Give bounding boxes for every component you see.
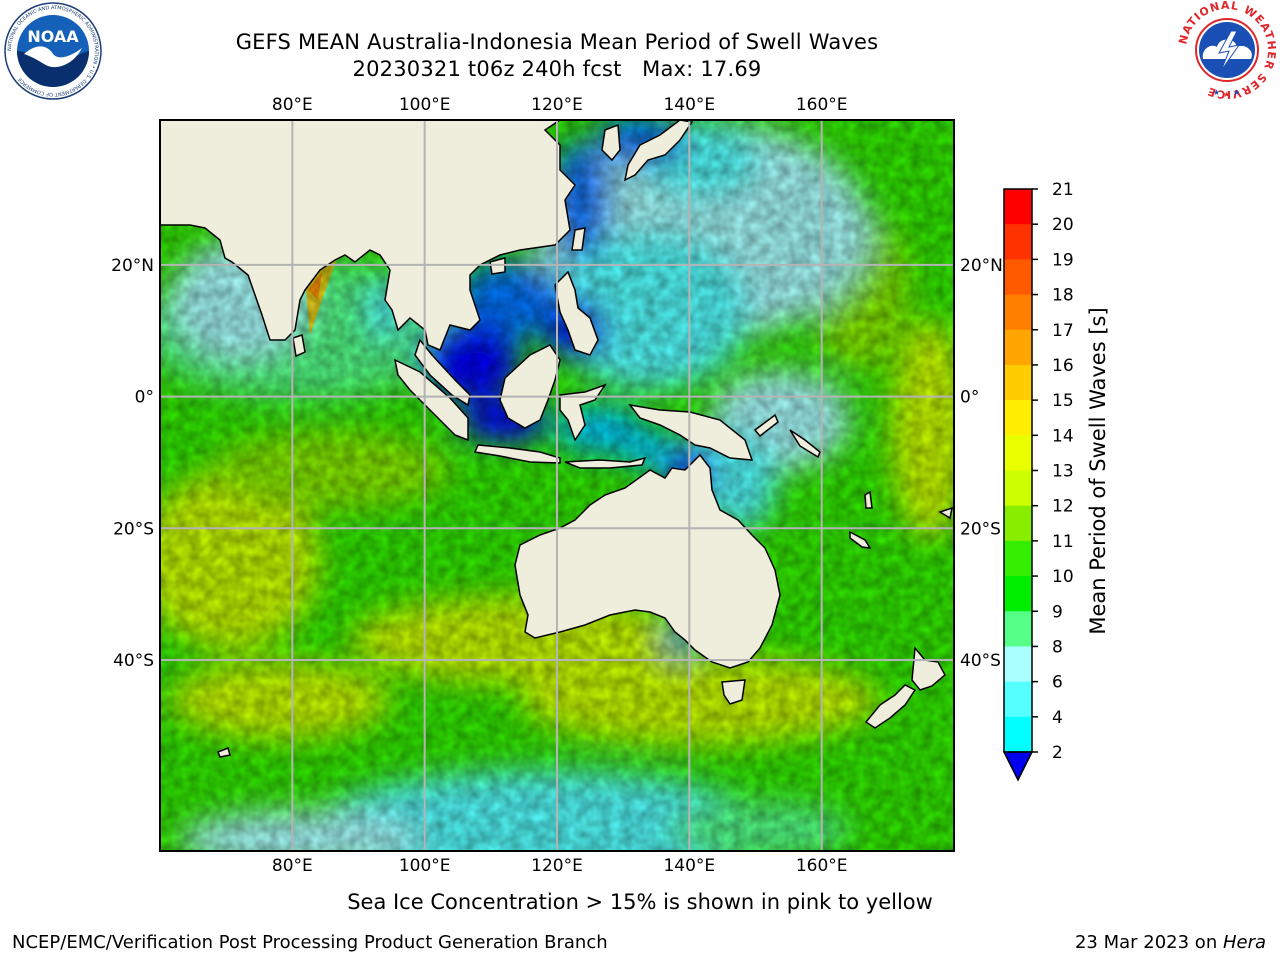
- colorbar-band: [1004, 540, 1032, 577]
- colorbar-tick-label: 20: [1052, 215, 1074, 235]
- colorbar-tick-label: 8: [1052, 637, 1063, 657]
- new-caledonia-island: [849, 530, 872, 549]
- run-date: 23 Mar 2023 on: [1074, 932, 1223, 953]
- colorbar-band: [1004, 329, 1032, 366]
- lon-label-bottom: 160°E: [796, 856, 848, 876]
- colorbar-band: [1004, 576, 1032, 612]
- colorbar-band: [1004, 435, 1032, 471]
- solomon-islands: [789, 429, 821, 459]
- hainan-island: [489, 257, 506, 275]
- japan-island: [623, 120, 694, 182]
- colorbar-tick-label: 12: [1052, 497, 1074, 517]
- sulawesi-island: [559, 383, 607, 442]
- lat-label-right: 0°: [960, 388, 979, 408]
- lon-label-bottom: 80°E: [272, 856, 313, 876]
- colorbar-tick-label: 16: [1052, 356, 1074, 376]
- colorbar-band: [1004, 259, 1032, 296]
- lat-label-left: 20°N: [111, 256, 154, 276]
- kerguelen-island: [217, 746, 231, 758]
- colorbar-tick-label: 18: [1052, 286, 1074, 306]
- colorbar-band: [1004, 470, 1032, 507]
- colorbar-tick-label: 6: [1052, 673, 1063, 693]
- run-date-credit: 23 Mar 2023 on Hera: [1075, 932, 1266, 953]
- latitude-labels: 20°N 20°N 0° 0° 20°S 20°S 40°S 40°S: [111, 256, 1003, 671]
- asia-landmass: [160, 120, 576, 351]
- chart-title: GEFS MEAN Australia-Indonesia Mean Perio…: [235, 30, 879, 54]
- sumatra-island: [393, 358, 469, 442]
- colorbar-tick-label: 17: [1052, 321, 1074, 341]
- lat-label-right: 20°S: [960, 519, 1001, 539]
- map-frame: [159, 119, 955, 852]
- colorbar-label: Mean Period of Swell Waves [s]: [1086, 307, 1110, 634]
- colorbar-band: [1004, 400, 1032, 436]
- lon-label-bottom: 120°E: [531, 856, 583, 876]
- philippines-islands: [554, 270, 599, 356]
- lat-label-left: 0°: [135, 388, 154, 408]
- java-island: [473, 444, 561, 464]
- noaa-logo: NATIONAL OCEANIC AND ATMOSPHERIC ADMINIS…: [4, 2, 102, 100]
- new-zealand-south-island: [864, 684, 917, 729]
- colorbar-band: [1004, 189, 1032, 225]
- colorbar-band: [1004, 224, 1032, 260]
- longitude-labels: 80°E 80°E 100°E 100°E 120°E 120°E 140°E 140°E 16…: [272, 95, 848, 876]
- colorbar-band: [1004, 364, 1032, 401]
- colorbar-tick-label: 2: [1052, 743, 1063, 763]
- colorbar-tick-label: 4: [1052, 708, 1063, 728]
- lat-label-right: 20°N: [960, 256, 1003, 276]
- svg-text:★: ★: [1213, 88, 1220, 97]
- colorbar-tick-label: 15: [1052, 391, 1074, 411]
- colorbar-band: [1004, 505, 1032, 542]
- colorbar-tick-label: 11: [1052, 532, 1074, 552]
- lon-label-bottom: 140°E: [663, 856, 715, 876]
- nws-logo: NATIONAL WEATHER SERVICE ★ ★ ★: [1177, 1, 1277, 99]
- lesser-sunda-islands: [564, 456, 647, 469]
- australia-landmass: [514, 453, 781, 669]
- svg-text:★: ★: [1233, 88, 1240, 97]
- machine-name: Hera: [1222, 932, 1266, 953]
- colorbar-tick-label: 21: [1052, 180, 1074, 200]
- colorbar-band: [1004, 646, 1032, 683]
- sea-ice-footnote: Sea Ice Concentration > 15% is shown in …: [347, 890, 933, 914]
- colorbar-band: [1004, 716, 1032, 753]
- lon-label-bottom: 100°E: [399, 856, 451, 876]
- colorbar-tick-label: 13: [1052, 462, 1074, 482]
- map-gridlines: [160, 120, 954, 851]
- lon-label-top: 160°E: [796, 95, 848, 115]
- producer-credit: NCEP/EMC/Verification Post Processing Pr…: [12, 932, 608, 953]
- lat-label-left: 40°S: [113, 651, 154, 671]
- fiji-islands: [938, 506, 953, 520]
- noaa-logo-text: NOAA: [27, 27, 79, 46]
- vanuatu-islands: [864, 490, 873, 509]
- lon-label-top: 80°E: [272, 95, 313, 115]
- lon-label-top: 140°E: [663, 95, 715, 115]
- korea-peninsula: [601, 123, 621, 162]
- colorbar-band: [1004, 611, 1032, 647]
- malay-peninsula: [414, 338, 471, 407]
- chart-subtitle: 20230321 t06z 240h fcst Max: 17.69: [352, 57, 762, 81]
- borneo-island: [499, 344, 561, 429]
- lat-label-right: 40°S: [960, 651, 1001, 671]
- landmasses: [160, 120, 953, 758]
- tasmania-island: [721, 679, 746, 705]
- lat-label-left: 20°S: [113, 519, 154, 539]
- lon-label-top: 100°E: [399, 95, 451, 115]
- colorbar-tick-label: 19: [1052, 250, 1074, 270]
- colorbar: 21 20 19 18 17 16 15 14 13 12 11 10 9 8 6 4 2: [1002, 180, 1074, 782]
- taiwan-island: [571, 227, 586, 251]
- bismarck-islands: [753, 413, 779, 438]
- colorbar-tick-label: 14: [1052, 426, 1074, 446]
- colorbar-band: [1004, 294, 1032, 331]
- colorbar-extend-triangle: [1002, 751, 1034, 782]
- colorbar-tick-label: 10: [1052, 567, 1074, 587]
- sri-lanka-island: [292, 334, 306, 358]
- colorbar-tick-label: 9: [1052, 602, 1063, 622]
- svg-text:★: ★: [1223, 90, 1230, 99]
- colorbar-band: [1004, 681, 1032, 718]
- lon-label-top: 120°E: [531, 95, 583, 115]
